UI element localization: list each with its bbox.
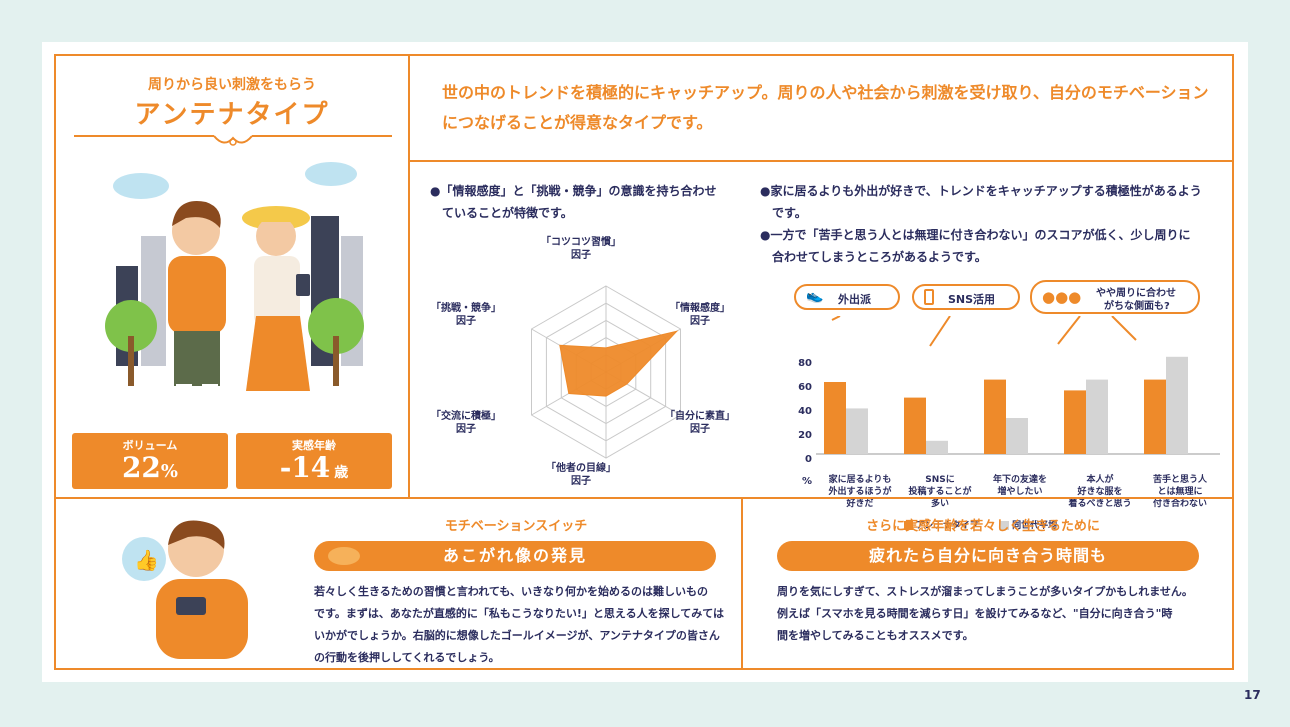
age-label: 実感年齢 bbox=[292, 439, 336, 452]
volume-value: 22 bbox=[121, 451, 161, 484]
motivation-heading: モチベーションスイッチ bbox=[444, 519, 588, 534]
radar-label-challenge: 「挑戦・競争」 因子 bbox=[431, 303, 501, 327]
age-unit: 歳 bbox=[334, 465, 349, 481]
motivation-pill: あこがれ像の発見 bbox=[314, 541, 716, 571]
badge-pointer bbox=[831, 316, 841, 321]
shoe-icon: 👟 bbox=[806, 288, 824, 304]
man-phone-illustration: 👍 bbox=[122, 520, 248, 659]
badge-pointer bbox=[929, 316, 951, 347]
bar-average-2 bbox=[1006, 418, 1028, 454]
tree-icon bbox=[105, 300, 157, 352]
bar-antenna-1 bbox=[904, 397, 926, 454]
radar-note-line1: ●「情報感度」と「挑戦・競争」の意識を持ち合わせ bbox=[430, 184, 717, 198]
badge-outing: 👟 外出派 bbox=[794, 284, 900, 310]
radar-label-others: 「他者の目線」 因子 bbox=[546, 463, 616, 487]
page-number: 17 bbox=[1244, 688, 1261, 702]
type-title: アンテナタイプ bbox=[134, 100, 330, 130]
badge-pointer bbox=[1111, 316, 1137, 341]
x-label-clothes: 本人が 好きな服を 着るべきと思う bbox=[1068, 475, 1132, 509]
bar-average-1 bbox=[926, 440, 948, 454]
bar-note-line2: です。 bbox=[772, 206, 807, 220]
y-tick-40: 40 bbox=[798, 406, 812, 417]
motivation-body: 若々しく生きるための習慣と言われても、いきなり何かを始めるのは難しいもの です。… bbox=[314, 585, 725, 664]
radar-note: ●「情報感度」と「挑戦・競争」の意識を持ち合わせ ていることが特徴です。 bbox=[430, 180, 750, 224]
y-tick-0: 0 bbox=[805, 454, 812, 465]
bar-note-line3: ●一方で「苦手と思う人とは無理に付き合わない」のスコアが低く、少し周りに bbox=[760, 228, 1191, 242]
younger-heading: さらに実感年齢を若々しく生きるために bbox=[866, 519, 1100, 534]
radar-chart bbox=[531, 285, 681, 459]
bar-antenna-2 bbox=[984, 379, 1006, 454]
radar-label-info: 「情報感度」 因子 bbox=[670, 303, 730, 327]
cloud-icon bbox=[113, 173, 169, 199]
ornament-divider bbox=[74, 135, 392, 146]
badge-pointer bbox=[1057, 316, 1081, 345]
x-label-friends: 年下の友達を 増やしたい bbox=[992, 475, 1047, 497]
volume-label: ボリューム bbox=[122, 439, 178, 452]
bar-average-4 bbox=[1166, 356, 1188, 454]
legend-swatch-average bbox=[999, 521, 1009, 530]
legend-average: 同世代平均 bbox=[1012, 521, 1058, 531]
bar-average-3 bbox=[1086, 379, 1108, 454]
bar-chart bbox=[816, 316, 1220, 455]
y-tick-60: 60 bbox=[798, 382, 812, 393]
analysis-panel: ●「情報感度」と「挑戦・競争」の意識を持ち合わせ ていることが特徴です。 「コツ… bbox=[408, 160, 1234, 531]
type-description: 世の中のトレンドを積極的にキャッチアップ。周りの人や社会から刺激を受け取り、自分… bbox=[442, 83, 1209, 132]
thumbs-up-icon bbox=[122, 537, 166, 581]
younger-body: 周りを気にしすぎて、ストレスが溜まってしまうことが多いタイプかもしれません。 例… bbox=[777, 585, 1193, 642]
radar-label-honest: 「自分に素直」 因子 bbox=[665, 411, 735, 435]
description-box: 世の中のトレンドを積極的にキャッチアップ。周りの人や社会から刺激を受け取り、自分… bbox=[408, 54, 1234, 162]
svg-text:👍: 👍 bbox=[134, 548, 159, 572]
x-label-outing: 家に居るよりも 外出するほうが 好きだ bbox=[828, 475, 892, 509]
legend-swatch-antenna bbox=[904, 521, 913, 530]
type-subtitle: 周りから良い刺激をもらう bbox=[148, 77, 316, 93]
radar-label-habit: 「コツコツ習慣」 因子 bbox=[541, 237, 621, 261]
bar-note-line4: 合わせてしまうところがあるようです。 bbox=[772, 250, 987, 264]
volume-unit: % bbox=[160, 461, 179, 482]
radar-note-line2: ていることが特徴です。 bbox=[442, 206, 573, 220]
y-tick-20: 20 bbox=[798, 430, 812, 441]
bar-antenna-3 bbox=[1064, 390, 1086, 454]
bar-notes: ●家に居るよりも外出が好きで、トレンドをキャッチアップする積極性があるよう です… bbox=[760, 180, 1230, 268]
y-tick-80: 80 bbox=[798, 358, 812, 369]
x-label-avoid: 苦手と思う人 とは無理に 付き合わない bbox=[1152, 475, 1207, 509]
age-box: 実感年齢 -14 歳 bbox=[236, 433, 392, 489]
bar-average-0 bbox=[846, 408, 868, 454]
phone-icon bbox=[924, 289, 934, 305]
younger-box: さらに実感年齢を若々しく生きるために 疲れたら自分に向き合う時間も 周りを気にし… bbox=[741, 497, 1234, 670]
couple-illustration bbox=[105, 162, 364, 398]
button-illustration bbox=[328, 547, 360, 565]
motivation-box: 👍 モチベーションスイッチ あこがれ像の発見 若々しく生きるための習慣と言われて… bbox=[54, 497, 743, 670]
bar-antenna-4 bbox=[1144, 379, 1166, 454]
younger-pill: 疲れたら自分に向き合う時間も bbox=[777, 541, 1199, 571]
bar-note-line1: ●家に居るよりも外出が好きで、トレンドをキャッチアップする積極性があるよう bbox=[760, 184, 1202, 198]
badge-sns: SNS活用 bbox=[912, 284, 1020, 310]
volume-box: ボリューム 22% bbox=[72, 433, 228, 489]
radar-area bbox=[559, 330, 679, 397]
chart-legend: アンテナタイプ 同世代平均 bbox=[904, 518, 1057, 531]
x-label-sns: SNSに 投稿することが 多い bbox=[908, 475, 972, 509]
group-icon: ●●● bbox=[1042, 288, 1082, 306]
age-value: -14 bbox=[279, 451, 331, 484]
radar-label-social: 「交流に積極」 因子 bbox=[431, 411, 501, 435]
badge-conform: ●●● やや周りに合わせ がちな側面も? bbox=[1030, 280, 1200, 314]
page-card: 周りから良い刺激をもらう アンテナタイプ bbox=[42, 42, 1248, 682]
legend-antenna: アンテナタイプ bbox=[916, 521, 979, 531]
smartphone-icon bbox=[296, 274, 310, 296]
bar-antenna-0 bbox=[824, 382, 846, 454]
y-unit: % bbox=[801, 476, 812, 487]
type-card: 周りから良い刺激をもらう アンテナタイプ bbox=[54, 54, 410, 499]
